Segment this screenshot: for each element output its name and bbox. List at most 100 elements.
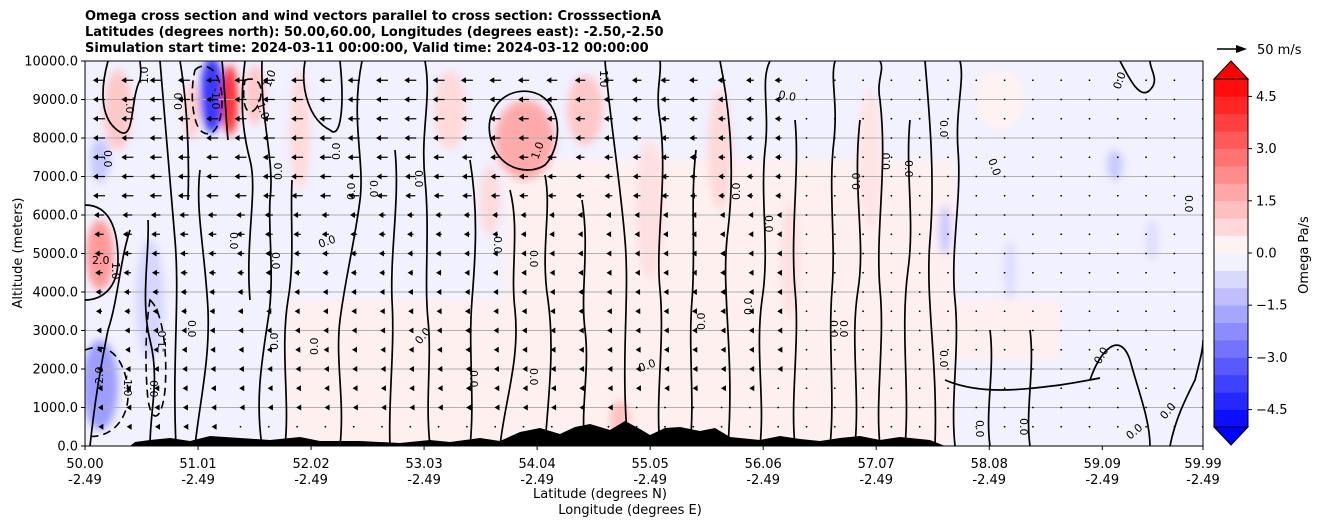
wind-vector-head <box>578 308 584 315</box>
wind-vector-head <box>154 404 160 411</box>
wind-vector-head <box>324 404 330 411</box>
wind-vector <box>890 271 893 274</box>
wind-vector <box>1116 271 1119 274</box>
contour-label: 0.0 <box>1017 418 1030 436</box>
wind-vector-head <box>692 327 698 334</box>
wind-vector <box>805 98 808 101</box>
wind-vector-head <box>238 327 244 334</box>
wind-vector-head <box>153 327 159 334</box>
wind-vector <box>805 348 808 351</box>
wind-vector-head <box>206 77 212 84</box>
x-tick-label-lat: 56.06 <box>745 457 782 472</box>
wind-vector-head <box>376 96 381 103</box>
wind-vector <box>975 329 978 332</box>
wind-vector-head <box>777 289 783 295</box>
wind-vector <box>833 137 836 139</box>
wind-vector-head <box>376 192 382 199</box>
wind-vector-head <box>206 115 212 122</box>
wind-vector <box>805 271 808 274</box>
wind-vector-head <box>464 289 470 295</box>
x-tick-label-lon: -2.49 <box>633 473 667 488</box>
wind-vector-head <box>634 250 640 257</box>
wind-vector-head <box>777 308 783 315</box>
wind-vector-head <box>121 135 127 141</box>
wind-vector <box>805 175 808 178</box>
wind-vector-head <box>691 231 697 238</box>
wind-vector <box>805 310 808 313</box>
title-line-1: Omega cross section and wind vectors par… <box>85 9 662 24</box>
wind-vector-head <box>181 327 187 334</box>
wind-vector <box>805 406 808 409</box>
wind-vector-head <box>632 173 638 180</box>
wind-vector <box>1145 252 1147 255</box>
contour-line <box>85 204 119 301</box>
wind-vector <box>239 425 242 428</box>
wind-vector <box>1032 329 1034 332</box>
contour-line <box>221 61 229 141</box>
wind-vector-head <box>239 404 245 411</box>
wind-vector-head <box>436 327 442 334</box>
wind-vector <box>1032 233 1034 236</box>
wind-vector-head <box>294 308 300 315</box>
contour-line <box>792 119 798 446</box>
wind-vector-head <box>436 308 442 315</box>
wind-vector <box>550 425 553 428</box>
wind-vector <box>890 329 893 332</box>
wind-vector <box>579 425 581 428</box>
x-tick-label-lon: -2.49 <box>181 473 215 488</box>
wind-vector-head <box>149 96 155 103</box>
wind-vector-head <box>319 135 325 141</box>
wind-vector-head <box>236 250 242 257</box>
x-tick-label-lat: 59.99 <box>1184 457 1221 472</box>
colorbar-tick-label: 1.5 <box>1256 194 1277 209</box>
wind-vector-head <box>494 366 500 372</box>
wind-vector-head <box>546 96 552 103</box>
wind-vector-head <box>95 269 101 276</box>
wind-vector <box>1116 194 1119 197</box>
wind-vector <box>1145 98 1147 101</box>
wind-vector <box>947 214 949 216</box>
wind-vector-head <box>291 115 297 122</box>
contour-label: 0.0 <box>637 357 658 375</box>
wind-vector <box>1088 406 1091 409</box>
wind-vector-head <box>295 366 301 372</box>
colorbar: 4.5 3.0 1.5 0.0 −1.5 −3.0 −4.5 <box>1212 60 1288 446</box>
omega-region <box>86 220 114 290</box>
wind-vector <box>1060 233 1063 236</box>
colorbar-segment <box>1214 322 1248 341</box>
wind-vector <box>777 425 780 428</box>
wind-vector <box>1116 425 1119 428</box>
wind-vector-head <box>748 308 754 315</box>
wind-vector <box>947 271 949 274</box>
wind-vector-head <box>520 231 526 238</box>
wind-vector <box>805 425 808 428</box>
wind-vector <box>1116 214 1119 216</box>
wind-vector-head <box>153 366 159 372</box>
wind-vector-head <box>717 135 723 141</box>
wind-vector-head <box>663 250 669 257</box>
wind-vector-head <box>149 173 155 180</box>
wind-vector-head <box>492 250 498 257</box>
wind-vector-head <box>182 385 188 392</box>
omega-region <box>285 300 515 446</box>
wind-vector-head <box>234 173 240 180</box>
vector-key-arrowhead <box>1236 45 1247 53</box>
wind-vector-head <box>466 404 472 411</box>
wind-vector-head <box>437 346 443 353</box>
wind-vector-head <box>291 192 297 199</box>
wind-vector-head <box>291 96 297 103</box>
wind-vector <box>1145 425 1147 428</box>
wind-vector-head <box>151 231 157 238</box>
wind-vector-head <box>210 385 216 392</box>
wind-vector <box>833 214 836 216</box>
wind-vector-head <box>774 96 780 103</box>
wind-vector-head <box>291 173 297 180</box>
colorbar-tick-label: −1.5 <box>1256 299 1288 314</box>
wind-vector <box>890 406 893 409</box>
wind-vector <box>1116 117 1119 120</box>
wind-vector-head <box>492 231 498 238</box>
wind-vector <box>1060 252 1063 255</box>
wind-vector <box>947 79 949 82</box>
wind-vector-head <box>93 77 98 84</box>
wind-vector <box>1060 98 1063 101</box>
